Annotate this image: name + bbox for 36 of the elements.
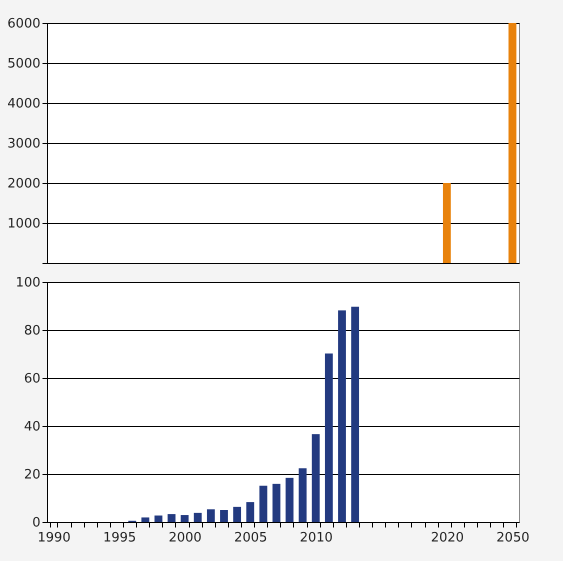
bar (324, 354, 333, 522)
y-tick-label: 6000 (7, 16, 40, 32)
bar (141, 517, 150, 522)
bar (206, 509, 215, 522)
bar (286, 478, 294, 522)
bar (246, 502, 254, 522)
x-tick-label: 2000 (168, 530, 202, 546)
x-tick-label: 2010 (300, 530, 333, 546)
y-tick-label: 80 (24, 324, 40, 338)
bar (154, 516, 162, 522)
y-tick-label: 20 (24, 468, 40, 482)
y-tick-label: 100 (16, 276, 40, 290)
y-tick-label: 5000 (7, 56, 40, 72)
x-tick-label: 1995 (103, 530, 136, 546)
x-tick-label: 2050 (496, 530, 530, 546)
bar (351, 306, 360, 522)
bar (233, 506, 242, 522)
x-tick-label: 2020 (430, 530, 464, 546)
bar (194, 512, 202, 522)
y-tick-label: 0 (32, 516, 40, 530)
bar (180, 515, 189, 522)
bar (272, 484, 280, 522)
bar (168, 514, 176, 522)
y-tick-label: 4000 (7, 96, 40, 112)
y-tick-label: 2000 (7, 176, 40, 192)
bar (338, 310, 346, 522)
x-tick-label: 2005 (234, 530, 268, 546)
y-tick-label: 40 (24, 420, 40, 434)
bar (312, 434, 320, 522)
bar (298, 468, 307, 522)
y-tick-label: 3000 (7, 136, 40, 152)
bar (259, 486, 268, 522)
x-tick-label: 1990 (38, 530, 71, 546)
y-tick-label: 60 (24, 372, 40, 386)
y-tick-label: 1000 (7, 216, 40, 232)
bar (220, 510, 228, 522)
